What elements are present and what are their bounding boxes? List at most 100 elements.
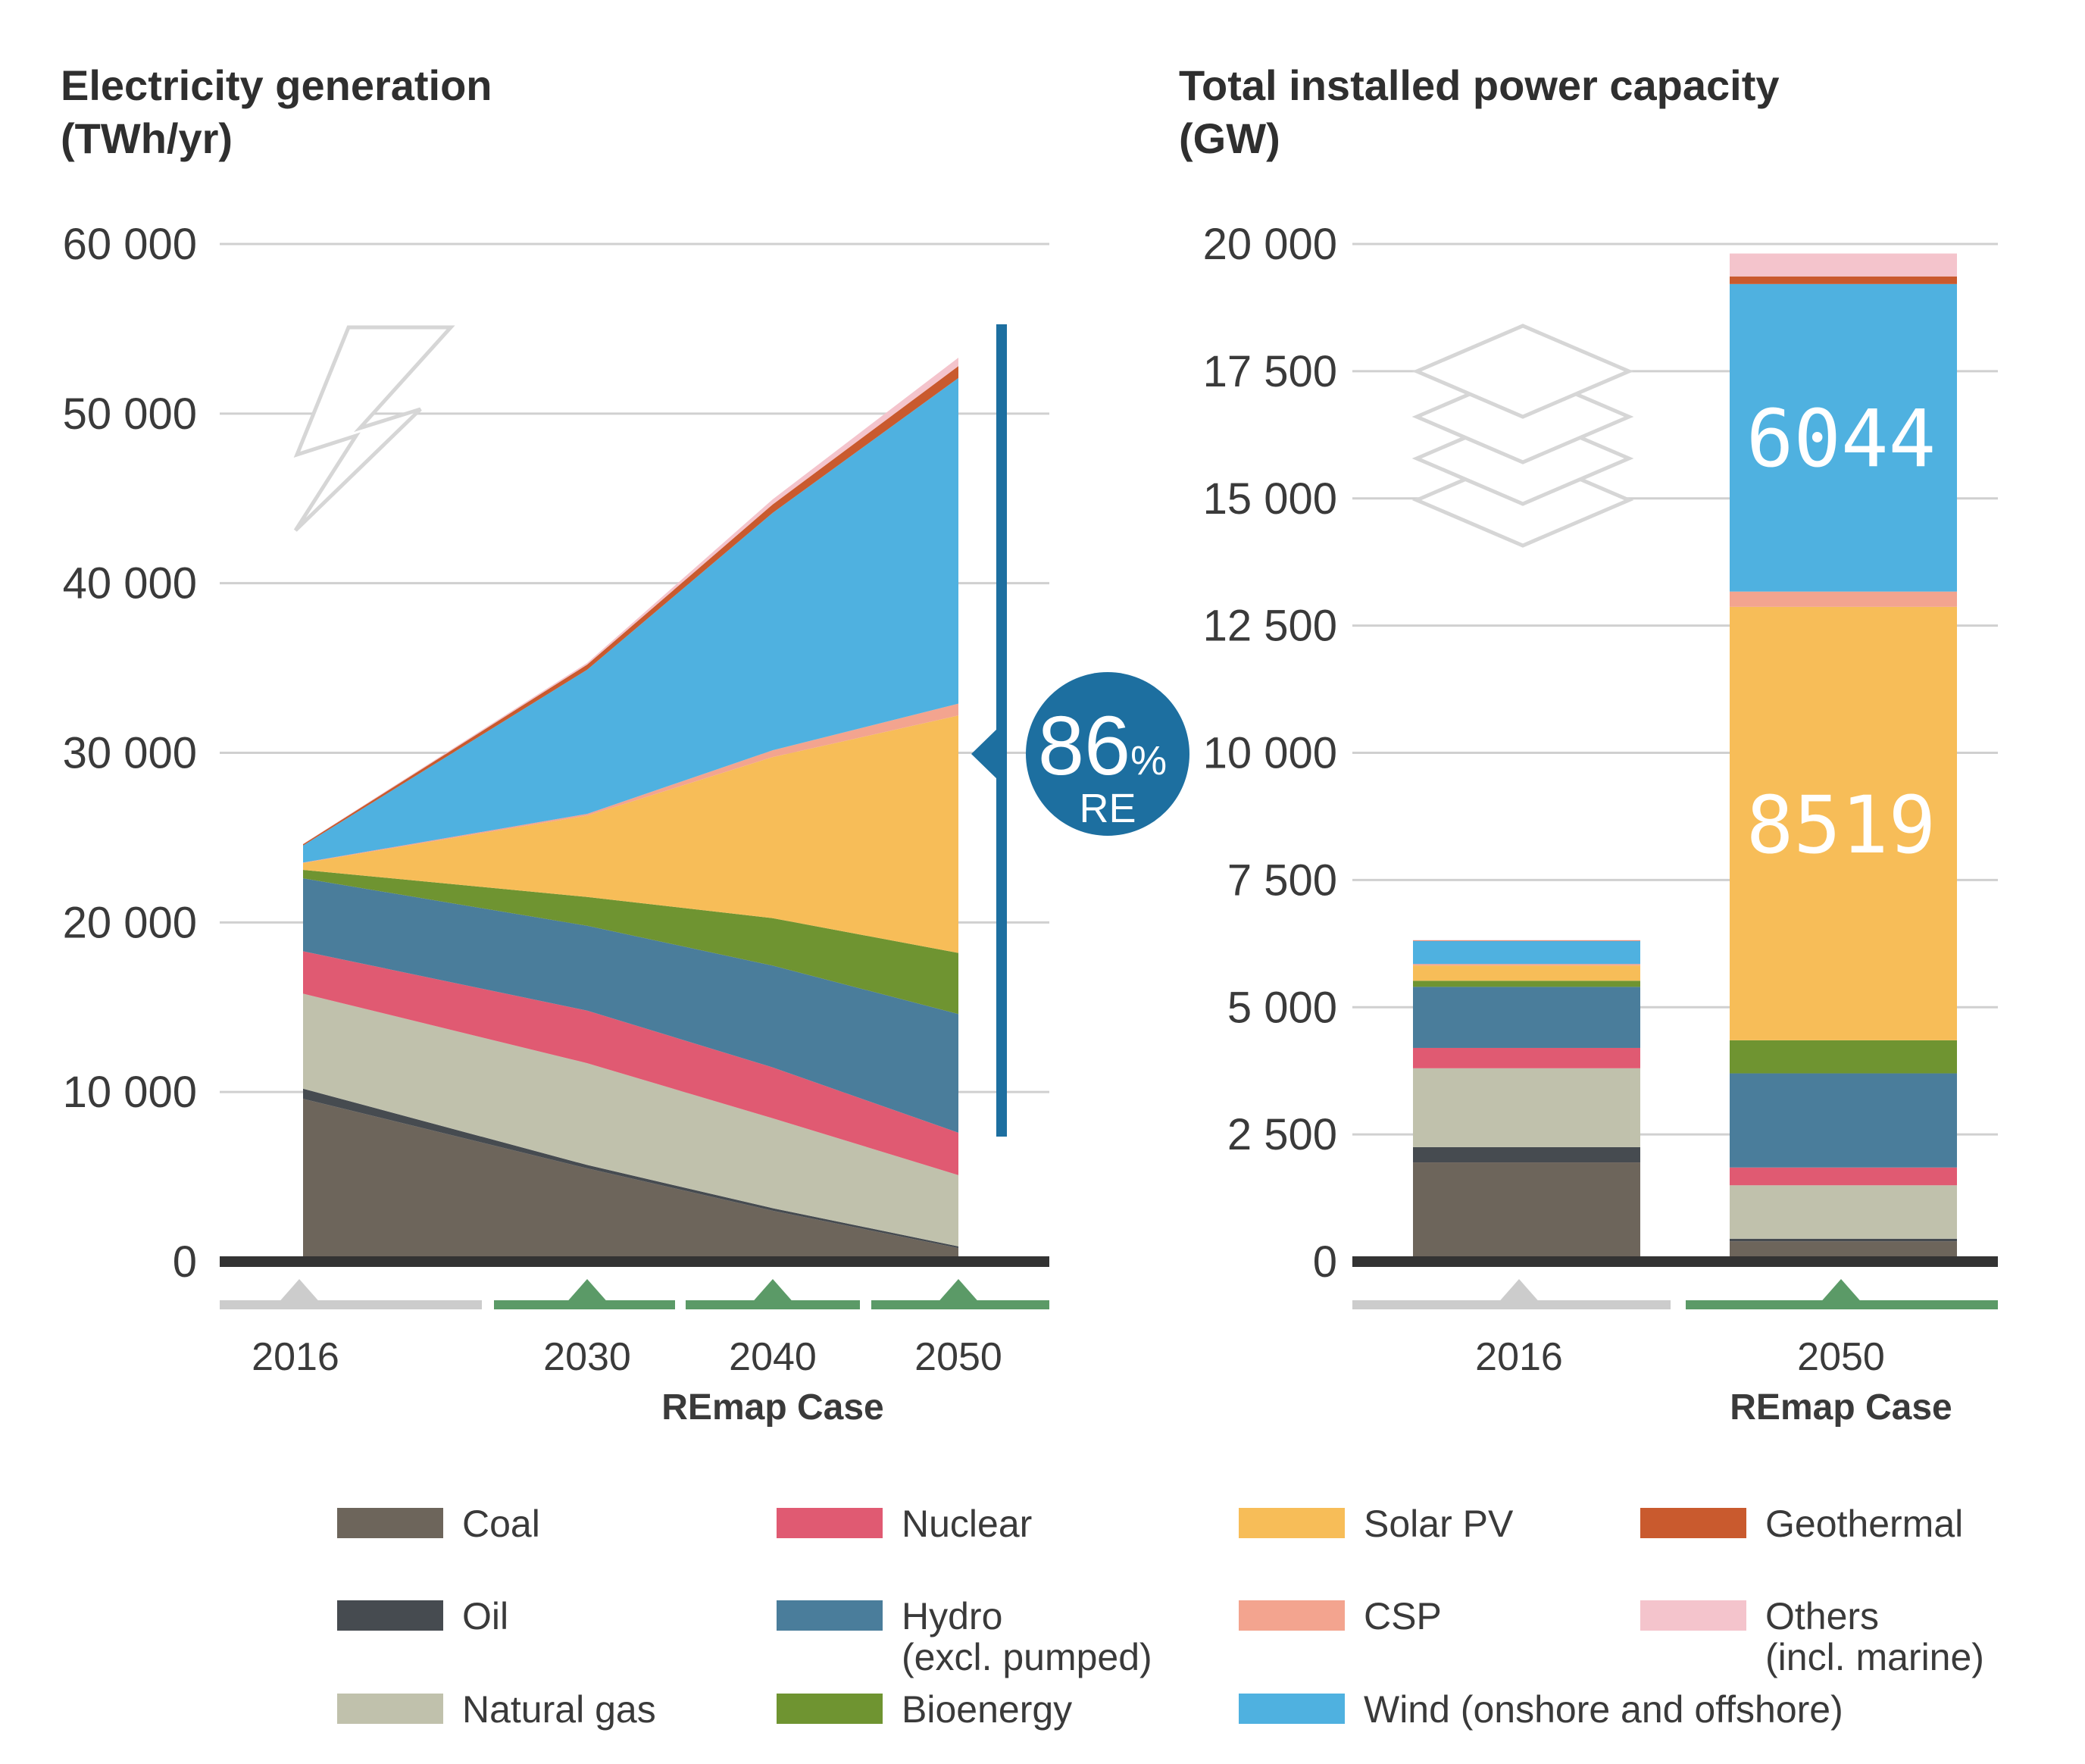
legend-label: Others <box>1765 1595 1879 1637</box>
bar-others-incl-marine-2016 <box>1413 940 1640 941</box>
legend-swatch-hydro <box>777 1600 883 1631</box>
legend-swatch-nuclear <box>777 1508 883 1538</box>
right-y-tick-label: 20 000 <box>1203 220 1337 269</box>
bar-bioenergy-2016 <box>1413 981 1640 987</box>
right-y-tick-label: 7 500 <box>1227 855 1337 905</box>
legend-label: Wind (onshore and offshore) <box>1364 1688 1843 1731</box>
bar-solar-pv-2050 <box>1730 606 1957 1040</box>
bar-natural-gas-2050 <box>1730 1185 1957 1239</box>
left-x-tick-2030: 2030 <box>543 1335 631 1379</box>
bar-label-solar-2050: 8519 <box>1746 779 1936 871</box>
bar-solar-pv-2016 <box>1413 965 1640 981</box>
left-area-series <box>303 357 958 1262</box>
legend-label: CSP <box>1364 1595 1442 1637</box>
timeline-marker-2016 <box>277 1279 322 1305</box>
re-share-pointer <box>971 727 999 780</box>
legend-swatch-gas <box>337 1694 443 1724</box>
bar-oil-2016 <box>1413 1146 1640 1163</box>
legend-item-bio: Bioenergy <box>777 1688 1072 1731</box>
left-timeline <box>220 1279 1049 1309</box>
left-y-tick-label: 10 000 <box>63 1068 197 1117</box>
lightning-icon <box>293 325 455 532</box>
left-x-tick-2040: 2040 <box>729 1335 817 1379</box>
right-chart-unit: (GW) <box>1179 114 1280 162</box>
right-y-tick-label: 17 500 <box>1203 347 1337 396</box>
bar-coal-2016 <box>1413 1162 1640 1262</box>
bar-oil-2050 <box>1730 1238 1957 1242</box>
bar-hydro-excl-pumped-2050 <box>1730 1073 1957 1168</box>
legend-item-geo: Geothermal <box>1640 1503 1963 1545</box>
right-y-tick-label: 10 000 <box>1203 729 1337 778</box>
legend-swatch-solar <box>1239 1508 1345 1538</box>
right-x-tick-2016: 2016 <box>1475 1335 1563 1379</box>
re-share-unit: % <box>1130 738 1167 783</box>
left-y-tick-label: 20 000 <box>63 898 197 947</box>
legend: Coal Oil Natural gas Nuclear Hydro(excl. pum… <box>337 1503 1984 1731</box>
re-share-badge <box>1026 672 1189 836</box>
right-timeline <box>1352 1279 1998 1309</box>
timeline-marker-2030 <box>564 1279 610 1305</box>
bar-label-wind-2050: 6044 <box>1746 393 1936 485</box>
timeline-marker-2050 <box>1818 1279 1864 1305</box>
bar-hydro-excl-pumped-2016 <box>1413 987 1640 1048</box>
re-share-value: 86 <box>1038 699 1130 793</box>
right-y-tick-label: 12 500 <box>1203 602 1337 651</box>
legend-item-others: Others(incl. marine) <box>1640 1595 1984 1678</box>
right-case-label: REmap Case <box>1730 1387 1952 1428</box>
legend-item-hydro: Hydro(excl. pumped) <box>777 1595 1152 1678</box>
area-natural-gas <box>303 993 958 1246</box>
area-bioenergy <box>303 869 958 1015</box>
legend-swatch-csp <box>1239 1600 1345 1631</box>
left-y-tick-label: 40 000 <box>63 559 197 608</box>
left-y-tick-label: 30 000 <box>63 729 197 778</box>
timeline-marker-2040 <box>750 1279 796 1305</box>
left-x-tick-2016: 2016 <box>252 1335 339 1379</box>
area-solar-pv <box>303 715 958 953</box>
bar-nuclear-2050 <box>1730 1167 1957 1186</box>
bar-wind-onshore-and-offshore-2050 <box>1730 283 1957 592</box>
left-y-tick-label: 0 <box>173 1237 197 1287</box>
legend-swatch-others <box>1640 1600 1746 1631</box>
left-y-tick-label: 50 000 <box>63 389 197 439</box>
right-y-tick-label: 15 000 <box>1203 474 1337 524</box>
legend-swatch-oil <box>337 1600 443 1631</box>
bar-others-incl-marine-2050 <box>1730 253 1957 277</box>
bar-natural-gas-2016 <box>1413 1068 1640 1147</box>
bar-wind-onshore-and-offshore-2016 <box>1413 940 1640 965</box>
legend-item-nuclear: Nuclear <box>777 1503 1032 1545</box>
legend-label: Oil <box>462 1595 508 1637</box>
re-share-label: RE <box>1079 786 1136 831</box>
right-x-tick-2050: 2050 <box>1797 1335 1885 1379</box>
legend-label: Nuclear <box>902 1503 1032 1545</box>
right-bar-series <box>1413 253 1957 1262</box>
left-y-axis: 0 10 000 20 000 30 000 40 000 50 000 60 000 <box>63 220 197 1287</box>
legend-item-solar: Solar PV <box>1239 1503 1514 1545</box>
right-y-axis: 0 2 500 5 000 7 500 10 000 12 500 15 000 17 500… <box>1203 220 1337 1287</box>
legend-label: Geothermal <box>1765 1503 1963 1545</box>
right-y-tick-label: 0 <box>1313 1237 1337 1287</box>
bar-nuclear-2016 <box>1413 1047 1640 1068</box>
legend-swatch-wind <box>1239 1694 1345 1724</box>
right-y-tick-label: 2 500 <box>1227 1110 1337 1159</box>
timeline-marker-2016 <box>1496 1279 1542 1305</box>
bar-csp-2016 <box>1413 964 1640 966</box>
legend-label-line2: (excl. pumped) <box>902 1636 1152 1678</box>
legend-item-csp: CSP <box>1239 1595 1442 1637</box>
legend-item-coal: Coal <box>337 1503 540 1545</box>
left-x-tick-2050: 2050 <box>914 1335 1002 1379</box>
area-coal <box>303 1099 958 1262</box>
bar-geothermal-2016 <box>1413 940 1640 941</box>
area-hydro-excl-pumped <box>303 878 958 1133</box>
left-chart-title: Electricity generation <box>61 61 492 109</box>
left-y-tick-label: 60 000 <box>63 220 197 269</box>
legend-label: Bioenergy <box>902 1688 1072 1731</box>
legend-item-oil: Oil <box>337 1595 508 1637</box>
legend-label: Coal <box>462 1503 540 1545</box>
legend-label: Natural gas <box>462 1688 656 1731</box>
legend-item-gas: Natural gas <box>337 1688 656 1731</box>
left-case-label: REmap Case <box>661 1387 883 1428</box>
legend-item-wind: Wind (onshore and offshore) <box>1239 1688 1843 1731</box>
area-wind-onshore-and-offshore <box>303 377 958 863</box>
legend-label: Hydro <box>902 1595 1002 1637</box>
